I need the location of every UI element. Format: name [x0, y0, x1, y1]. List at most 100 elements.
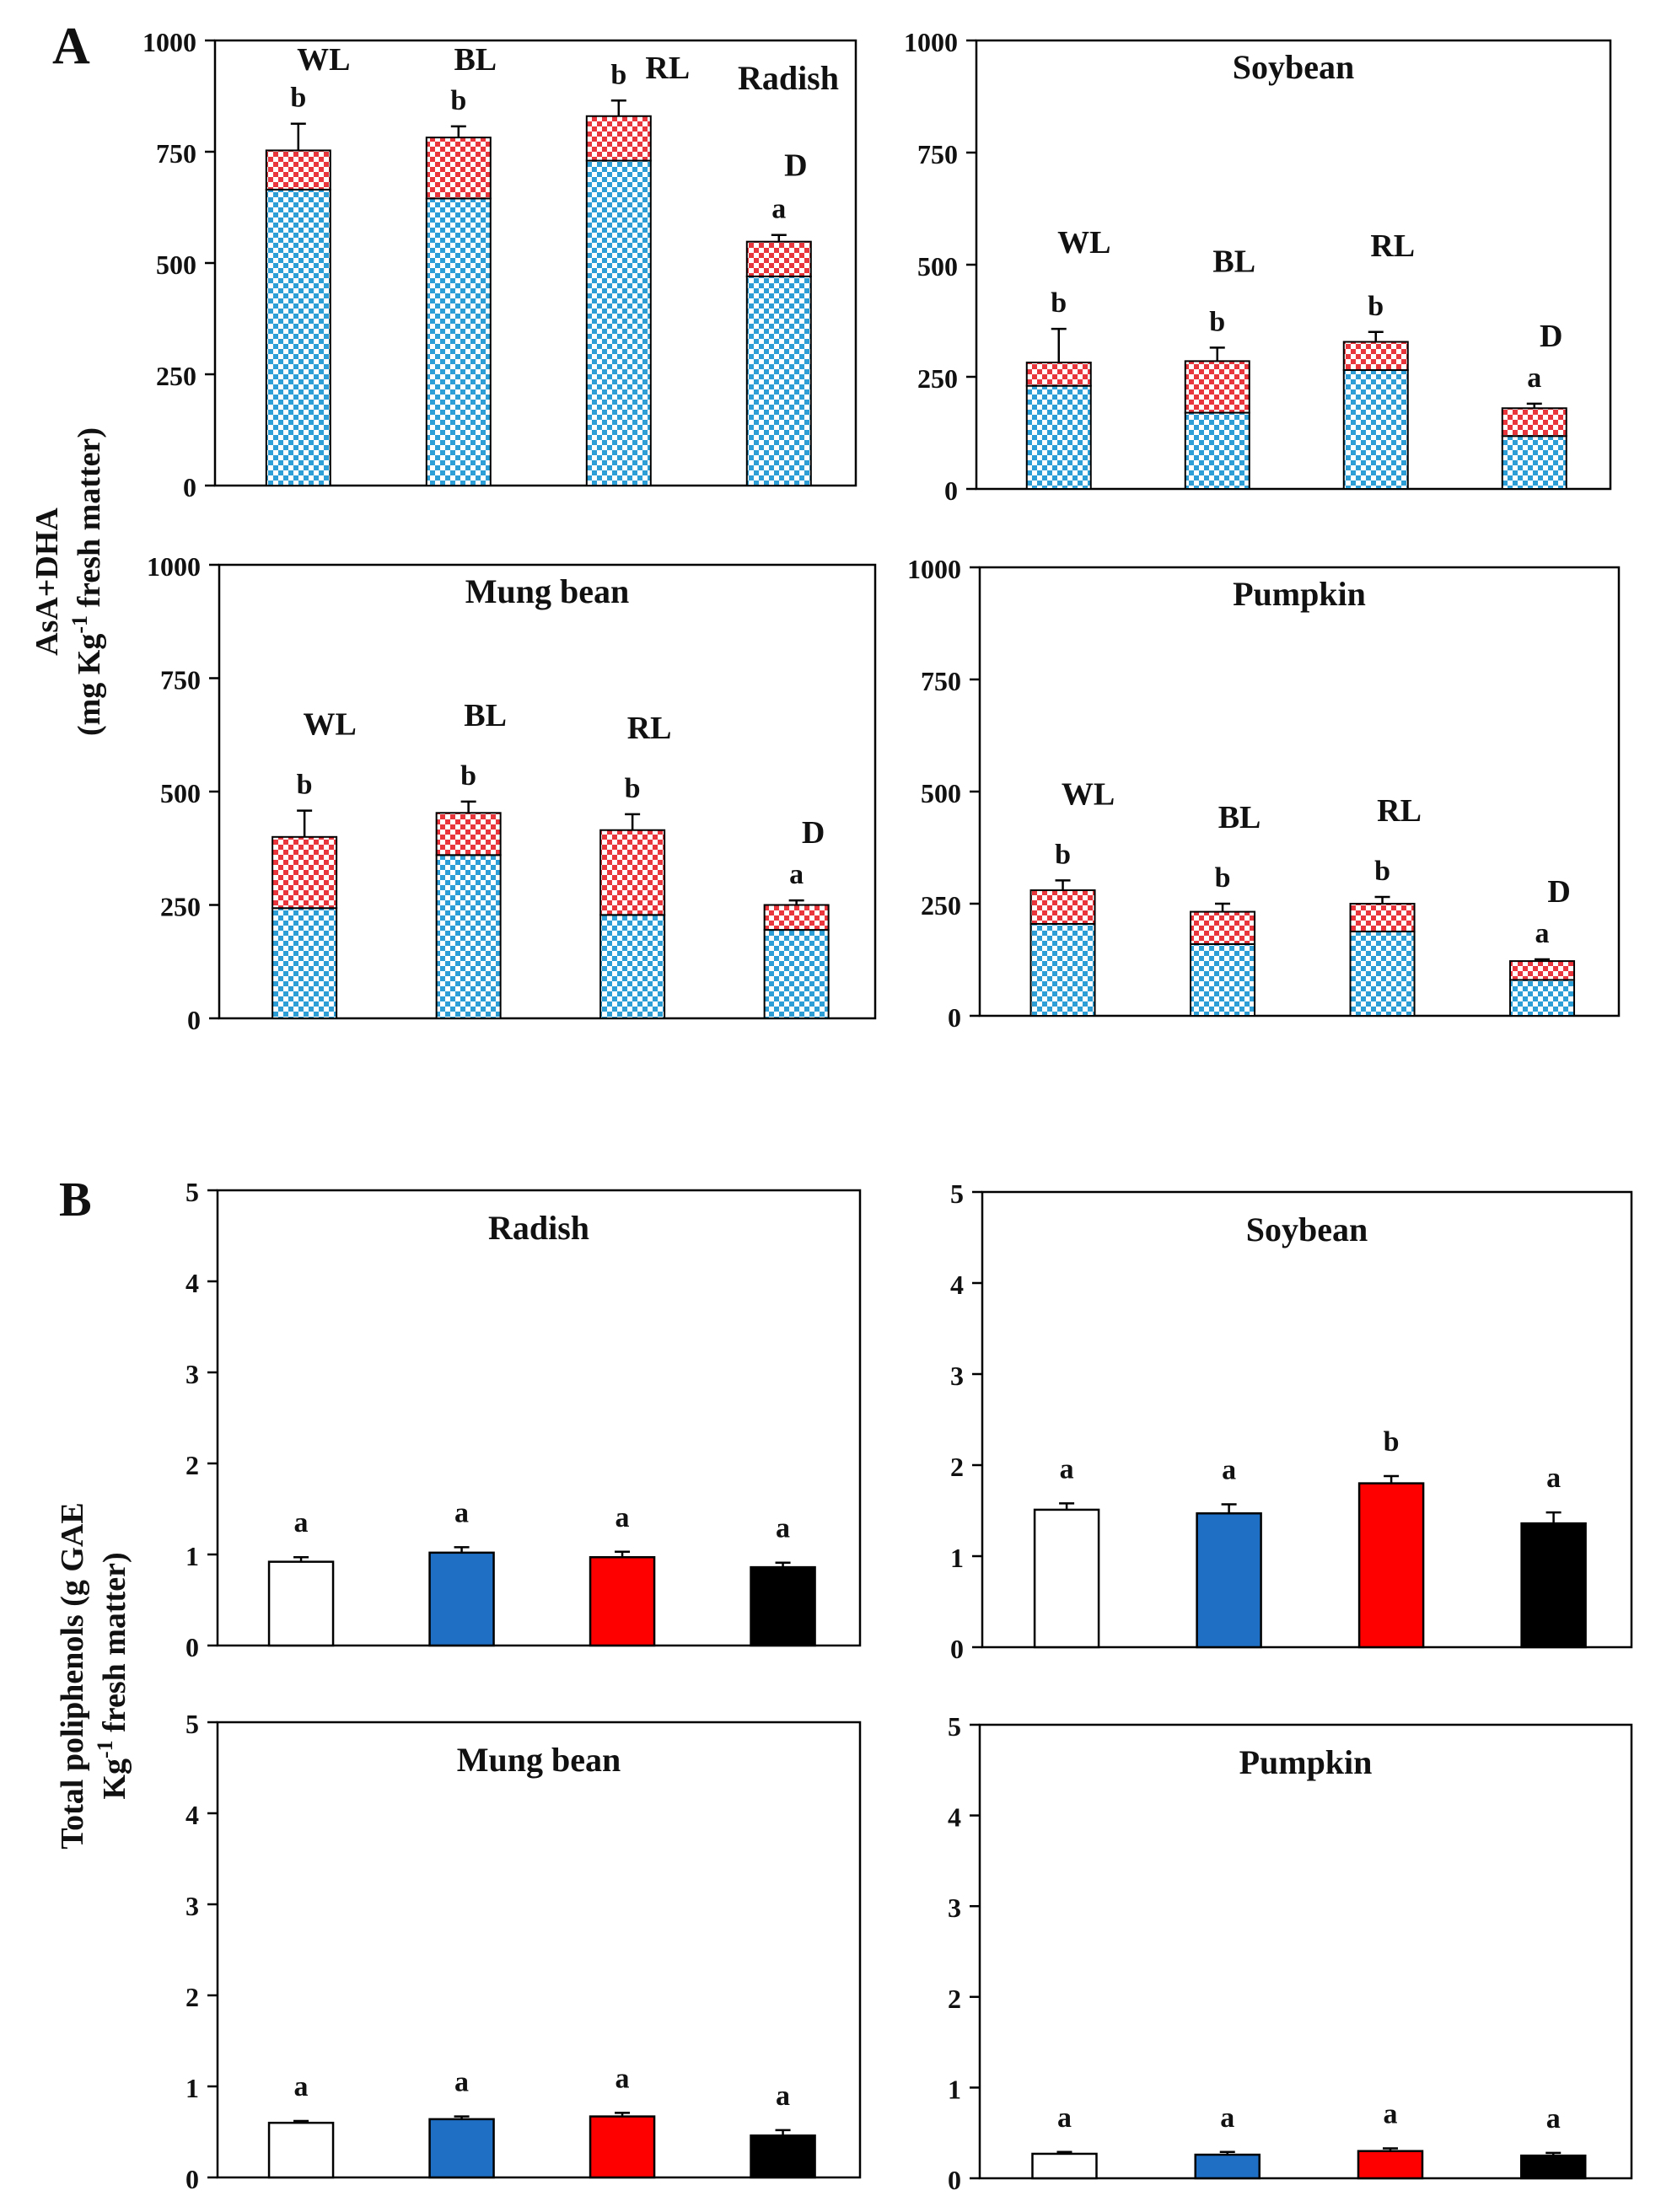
- bar-dha-wl: [1029, 889, 1096, 925]
- category-label: BL: [464, 698, 507, 733]
- y-axis-label-a-rest: fresh matter): [72, 427, 107, 615]
- category-label: WL: [297, 42, 350, 78]
- bar-dha-wl: [265, 149, 331, 191]
- chart-A-pumpkin: 0 250 500 750 1000 Pumpkin b WL b BL b RL aD: [907, 554, 1621, 1033]
- chart-title: Mung bean: [465, 572, 630, 610]
- y-tick-label: 2: [185, 1450, 199, 1480]
- y-tick-label: 3: [948, 1893, 961, 1923]
- y-tick-label: 0: [185, 2164, 199, 2194]
- y-tick-label: 750: [160, 665, 201, 695]
- category-label: RL: [1377, 793, 1422, 829]
- y-tick-label: 0: [950, 1634, 964, 1664]
- chart-B-mungbean: 0 1 2 3 4 5 Mung bean a a a a: [185, 1709, 862, 2194]
- y-tick-label: 1000: [147, 551, 201, 582]
- y-tick-label: 500: [917, 251, 958, 282]
- significance-letter: a: [1057, 2102, 1072, 2134]
- category-label: WL: [1062, 776, 1115, 812]
- significance-letter: b: [1055, 839, 1071, 870]
- bar-bl: [1194, 2153, 1261, 2180]
- y-axis-label-a: AsA+DHA (mg Kg-1 fresh matter): [30, 427, 107, 736]
- y-axis-label-a-line1: AsA+DHA: [30, 507, 65, 656]
- significance-letter: b: [1368, 291, 1384, 322]
- bar-dha-rl: [599, 829, 666, 916]
- bar-wl: [267, 1560, 335, 1647]
- bar-wl: [1033, 1508, 1100, 1649]
- significance-letter: a: [1383, 2098, 1397, 2129]
- y-axis-label-b-line1: Total poliphenols (g GAE: [55, 1502, 90, 1849]
- bar-dha-rl: [1349, 903, 1416, 932]
- y-tick-label: 0: [944, 475, 958, 506]
- y-tick-label: 5: [185, 1709, 199, 1739]
- bar-dha-bl: [425, 137, 492, 200]
- y-axis-label-b-unit: Kg: [97, 1758, 132, 1800]
- bar-dha-bl: [435, 812, 502, 856]
- y-tick-label: 0: [187, 1005, 201, 1035]
- bar-asa-d: [1509, 979, 1576, 1017]
- bar-dha-d: [1509, 960, 1576, 981]
- y-tick-label: 4: [950, 1270, 964, 1300]
- significance-letter: a: [454, 1497, 469, 1528]
- significance-letter: a: [615, 2063, 630, 2094]
- y-tick-label: 5: [948, 1711, 961, 1742]
- significance-letter: a: [776, 2080, 790, 2112]
- y-tick-label: 1: [185, 2073, 199, 2103]
- category-label: D: [802, 815, 825, 851]
- y-tick-label: 750: [156, 138, 196, 169]
- chart-A-mungbean: 0 250 500 750 1000 Mung bean b WL b BL b RL aD: [147, 551, 877, 1035]
- y-axis-label-a-sup: -1: [67, 615, 92, 634]
- significance-letter: b: [1384, 1426, 1400, 1458]
- category-label: BL: [454, 42, 497, 78]
- y-tick-label: 4: [185, 1800, 199, 1830]
- y-tick-label: 500: [160, 778, 201, 808]
- y-tick-label: 4: [948, 1802, 961, 1833]
- bar-wl: [267, 2121, 335, 2179]
- significance-letter: b: [290, 83, 306, 114]
- y-tick-label: 0: [948, 2165, 961, 2195]
- category-label: D: [1540, 319, 1562, 354]
- significance-letter: a: [1546, 2103, 1561, 2134]
- y-axis-label-a-line2: (mg Kg-1 fresh matter): [67, 427, 107, 736]
- y-tick-label: 1: [950, 1543, 964, 1573]
- bar-d: [1519, 2154, 1587, 2180]
- y-axis-label-a-unit: (mg Kg: [72, 634, 107, 736]
- significance-letter: a: [789, 859, 804, 890]
- bar-rl: [1357, 1482, 1425, 1649]
- bar-dha-bl: [1184, 360, 1250, 414]
- y-tick-label: 5: [185, 1177, 199, 1207]
- bar-dha-d: [745, 240, 812, 277]
- category-label: WL: [1057, 225, 1110, 260]
- chart-B-soybean: 0 1 2 3 4 5 Soybean a a b a: [950, 1178, 1633, 1664]
- bar-dha-wl: [1025, 361, 1092, 387]
- chart-A-soybean: 0 250 500 750 1000 Soybean b WL b BL b RL aD: [904, 27, 1612, 506]
- significance-letter: b: [625, 773, 641, 804]
- plot-frame: [981, 1190, 1633, 1649]
- significance-letter: a: [454, 2067, 469, 2098]
- y-tick-label: 2: [950, 1452, 964, 1482]
- significance-letter: a: [1222, 1454, 1236, 1485]
- y-tick-label: 5: [950, 1178, 964, 1209]
- significance-letter: a: [294, 1507, 309, 1538]
- bar-dha-d: [1501, 407, 1567, 438]
- bar-wl: [1031, 2152, 1098, 2180]
- y-tick-label: 2: [185, 1982, 199, 2012]
- y-tick-label: 1: [948, 2074, 961, 2104]
- y-tick-label: 3: [950, 1361, 964, 1391]
- bar-dha-bl: [1190, 910, 1256, 945]
- bar-asa-rl: [1342, 369, 1409, 490]
- category-label: RL: [1370, 228, 1415, 264]
- y-tick-label: 2: [948, 1984, 961, 2014]
- category-label: WL: [303, 707, 356, 743]
- bar-d: [750, 2134, 816, 2179]
- bar-asa-bl: [1184, 411, 1250, 490]
- significance-letter: b: [297, 770, 313, 801]
- bar-asa-rl: [585, 159, 652, 486]
- significance-letter: a: [1535, 918, 1550, 949]
- y-tick-label: 250: [921, 890, 961, 921]
- chart-title: Pumpkin: [1233, 575, 1366, 613]
- y-tick-label: 1000: [904, 27, 958, 57]
- bar-asa-bl: [425, 197, 492, 486]
- bar-asa-wl: [271, 907, 338, 1019]
- y-tick-label: 750: [917, 139, 958, 169]
- bar-dha-d: [763, 904, 830, 932]
- category-label: BL: [1218, 800, 1261, 835]
